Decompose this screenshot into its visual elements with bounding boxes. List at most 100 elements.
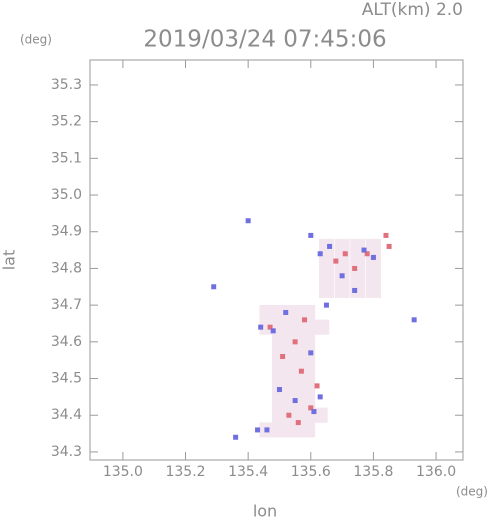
point [255, 427, 261, 433]
point [302, 317, 308, 323]
point [271, 304, 287, 320]
point [300, 304, 316, 320]
point [308, 405, 314, 411]
point [264, 427, 270, 433]
point [361, 247, 367, 253]
point [365, 282, 381, 298]
point [334, 282, 350, 298]
y-tick-label: 34.5 [51, 371, 82, 387]
point [352, 265, 358, 271]
point [271, 407, 287, 423]
y-tick-label: 34.7 [51, 297, 82, 313]
point [286, 407, 302, 423]
point [292, 339, 298, 345]
frame [89, 59, 464, 461]
point [300, 319, 316, 335]
point [333, 258, 339, 264]
point [300, 363, 316, 379]
point [308, 232, 314, 238]
point [350, 282, 366, 298]
point [318, 238, 334, 254]
point [259, 319, 275, 335]
point [350, 238, 366, 254]
y-tick-label: 34.9 [51, 224, 82, 240]
point [365, 238, 381, 254]
y-tick-label: 34.8 [51, 260, 82, 276]
point [308, 350, 314, 356]
point [339, 273, 345, 279]
x-axis-label: lon [253, 502, 277, 521]
subtitle: ALT(km) 2.0 [362, 0, 463, 20]
y-tick-label: 35.1 [51, 150, 82, 166]
point [286, 363, 302, 379]
point [318, 282, 334, 298]
point [271, 363, 287, 379]
y-tick-label: 34.6 [51, 334, 82, 350]
point [286, 378, 302, 394]
chart-title: 2019/03/24 07:45:06 [143, 27, 386, 53]
point [318, 268, 334, 284]
point [327, 243, 333, 249]
point [334, 238, 350, 254]
point [364, 251, 370, 257]
point [245, 218, 251, 224]
point [271, 349, 287, 365]
point [365, 253, 381, 269]
point [276, 387, 282, 393]
point [258, 324, 264, 330]
point [350, 253, 366, 269]
point [298, 368, 304, 374]
point [283, 309, 289, 315]
point [317, 251, 323, 257]
point [300, 407, 316, 423]
point [350, 268, 366, 284]
point [300, 378, 316, 394]
x-tick-label: 135.2 [165, 464, 205, 480]
y-tick-label: 35.0 [51, 187, 82, 203]
point [286, 304, 302, 320]
point [271, 334, 287, 350]
y-tick-label: 34.3 [51, 444, 82, 460]
point [300, 422, 316, 438]
y-axis-label: lat [0, 250, 19, 271]
point [311, 409, 317, 415]
point [300, 393, 316, 409]
point [211, 284, 217, 290]
point [318, 253, 334, 269]
y-tick-label: 34.4 [51, 407, 82, 423]
y-unit: (deg) [20, 33, 52, 47]
x-tick-label: 135.0 [103, 464, 143, 480]
point [271, 319, 287, 335]
point [352, 287, 358, 293]
point [286, 412, 292, 418]
x-tick-label: 135.4 [228, 464, 268, 480]
x-tick-label: 136.0 [416, 464, 456, 480]
point [383, 232, 389, 238]
point [411, 317, 417, 323]
point [286, 349, 302, 365]
y-tick-label: 35.2 [51, 114, 82, 130]
point [295, 420, 301, 426]
point [233, 434, 239, 440]
point [317, 394, 323, 400]
x-tick-label: 135.6 [291, 464, 331, 480]
point [271, 393, 287, 409]
point [314, 319, 330, 335]
point [323, 302, 329, 308]
point [280, 354, 286, 360]
point [286, 422, 302, 438]
x-unit: (deg) [456, 485, 488, 499]
point [342, 251, 348, 257]
point [314, 383, 320, 389]
point [270, 328, 276, 334]
point [267, 324, 273, 330]
point [259, 304, 275, 320]
point [334, 253, 350, 269]
point [386, 243, 392, 249]
point [286, 319, 302, 335]
x-tick-label: 135.8 [353, 464, 393, 480]
y-tick-label: 35.3 [51, 77, 82, 93]
point [365, 268, 381, 284]
point [271, 378, 287, 394]
